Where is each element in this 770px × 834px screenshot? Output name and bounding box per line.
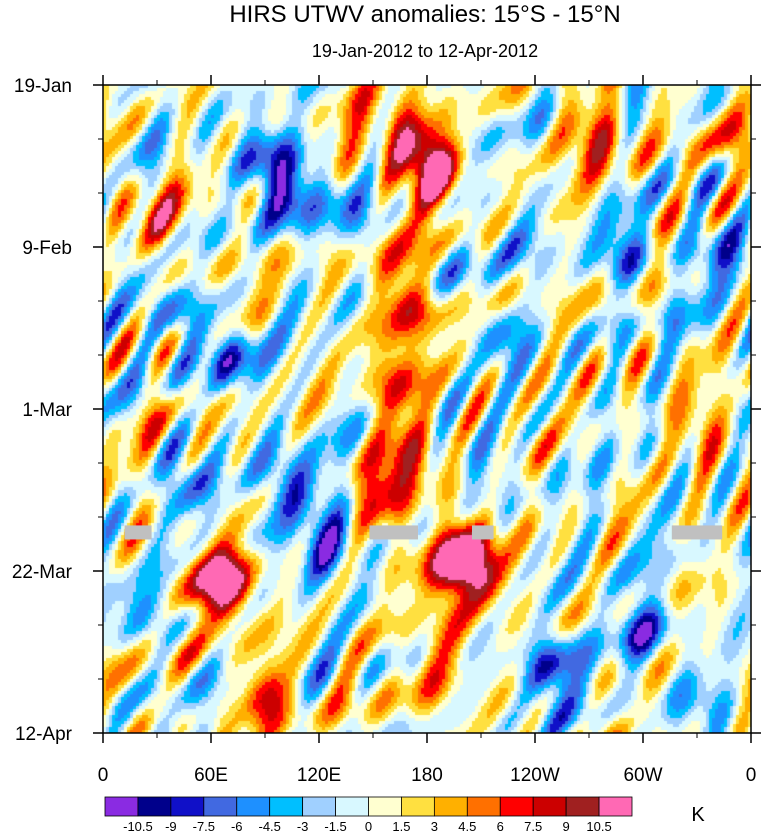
colorbar-tick-label: -6 (231, 819, 243, 834)
missing-data-bar (369, 525, 418, 540)
colorbar-tick-label: 6 (497, 819, 504, 834)
colorbar-tick-label: -9 (165, 819, 177, 834)
colorbar-tick-label: -10.5 (123, 819, 153, 834)
colorbar-tick-label: 3 (431, 819, 438, 834)
colorbar-swatch (236, 796, 271, 817)
chart-subtitle: 19-Jan-2012 to 12-Apr-2012 (312, 41, 538, 61)
colorbar-tick-label: 1.5 (392, 819, 410, 834)
colorbar-swatch (499, 796, 534, 817)
anomaly-heatmap (103, 85, 751, 733)
colorbar-swatch (137, 796, 172, 817)
chart-title: HIRS UTWV anomalies: 15°S - 15°N (229, 1, 620, 28)
colorbar-tick-label: -3 (297, 819, 309, 834)
y-tick-label: 22-Mar (12, 562, 73, 583)
colorbar-swatch (532, 796, 567, 817)
colorbar-tick-label: -7.5 (193, 819, 215, 834)
missing-data-bar (671, 525, 723, 540)
colorbar-tick-label: 0 (365, 819, 372, 834)
x-tick-label: 0 (98, 765, 109, 786)
y-tick-label: 19-Jan (14, 76, 72, 97)
colorbar-tick-label: 7.5 (524, 819, 542, 834)
colorbar-swatch (203, 796, 238, 817)
colorbar-swatch (269, 796, 304, 817)
colorbar-tick-label: -1.5 (324, 819, 346, 834)
x-tick-label: 120W (510, 765, 560, 786)
colorbar-tick-label: 9 (563, 819, 570, 834)
colorbar-swatch (335, 796, 369, 817)
missing-data-bar (124, 525, 152, 540)
x-tick-label: 60E (194, 765, 228, 786)
colorbar-swatch (401, 796, 435, 817)
colorbar-unit: K (691, 804, 705, 826)
colorbar-swatch (368, 796, 402, 817)
colorbar-swatch (433, 796, 468, 817)
colorbar-tick-label: -4.5 (258, 819, 280, 834)
colorbar-swatch (565, 796, 600, 817)
missing-data-bar (472, 525, 494, 540)
x-tick-label: 60W (623, 765, 662, 786)
x-axis: 0 60E 120E 180 120W 60W 0 (98, 75, 757, 786)
missing-data-bars (124, 525, 723, 540)
colorbar-swatch (302, 796, 336, 817)
y-tick-label: 1-Mar (22, 400, 72, 421)
colorbar: -10.5 -9 -7.5 -6 -4.5 -3 -1.5 0 1.5 3 4.5 6 7.5 9 10.5 (104, 796, 633, 834)
plot-area (102, 84, 752, 734)
x-tick-label: 120E (297, 765, 341, 786)
colorbar-swatch (598, 796, 633, 817)
colorbar-swatch (466, 796, 501, 817)
y-tick-label: 9-Feb (22, 238, 72, 259)
colorbar-tick-label: 10.5 (586, 819, 611, 834)
y-axis: 19-Jan 9-Feb 1-Mar 22-Mar 12-Apr (12, 76, 761, 745)
colorbar-swatch (104, 796, 139, 817)
y-tick-label: 12-Apr (15, 724, 73, 745)
x-tick-label: 0 (746, 765, 757, 786)
colorbar-tick-label: 4.5 (458, 819, 476, 834)
x-tick-label: 180 (411, 765, 443, 786)
colorbar-swatch (170, 796, 205, 817)
